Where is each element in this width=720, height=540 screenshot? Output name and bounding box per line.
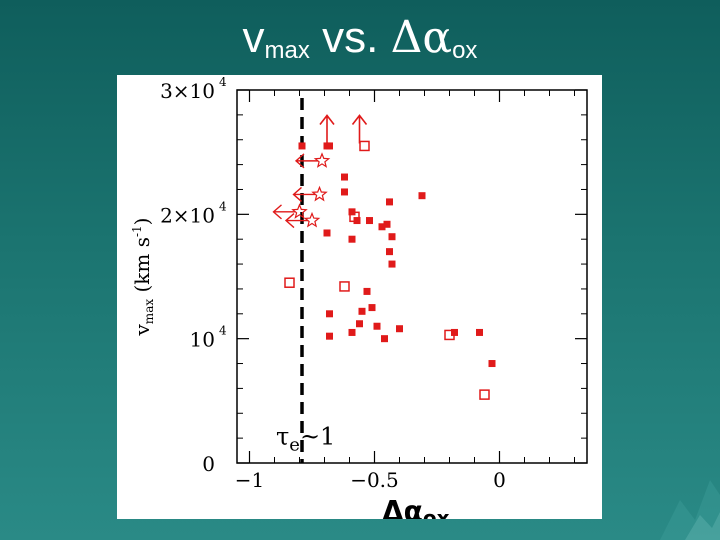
data-point-filled [386, 198, 393, 206]
data-point-filled [363, 287, 371, 295]
data-point-filled [488, 360, 496, 368]
data-point-filled [383, 220, 391, 228]
data-point-star [303, 211, 321, 228]
data-point-filled [356, 320, 363, 328]
data-point-filled [353, 217, 361, 225]
data-point-open [339, 281, 350, 292]
data-point-filled [358, 307, 366, 315]
x-tick-label: 0 [493, 468, 506, 492]
data-point-filled [348, 235, 356, 243]
y-tick-label: 2×10 [160, 203, 215, 227]
y-label-close: ) [130, 217, 154, 225]
data-point-star [313, 152, 331, 168]
y-tick-label: 0 [202, 452, 215, 476]
y-label-v: v [130, 324, 154, 337]
title-vs: vs. [309, 13, 391, 62]
y-tick-exponent: 4 [219, 75, 227, 89]
tau-approx: ~1 [300, 422, 335, 450]
y-label-units: (km s [130, 237, 154, 299]
data-point-filled [396, 325, 403, 333]
title-delta-alpha-subscript: ox [452, 37, 478, 64]
data-point-filled [366, 217, 373, 225]
data-point-filled [298, 142, 306, 150]
tau-subscript: e [289, 434, 300, 455]
plot-frame [236, 89, 588, 464]
slide-title: vmax vs. Δαox [0, 10, 720, 79]
x-tick-label: −1 [235, 468, 264, 492]
data-point-filled [326, 310, 333, 318]
chart-panel: 0 10 4 2×10 4 3×10 4 −1 −0.5 0 τe~1 Δαox vmax (km s-… [117, 75, 602, 519]
data-point-star [311, 185, 328, 202]
data-point-open [349, 211, 360, 223]
title-v-subscript: max [264, 37, 310, 64]
data-point-filled [368, 304, 376, 312]
tau-label: τe~1 [276, 422, 335, 455]
y-label-sub: max [142, 299, 156, 325]
data-point-filled [378, 223, 386, 231]
data-point-filled [326, 142, 333, 150]
y-tick-exponent: 4 [219, 324, 227, 338]
data-point-filled [373, 322, 381, 330]
data-point-open [444, 329, 455, 341]
data-point-left-arrow [292, 186, 316, 202]
data-point-filled [476, 328, 483, 336]
y-tick-label: 10 [190, 328, 215, 352]
data-point-open [359, 140, 370, 152]
x-axis-label: Δαox [382, 495, 450, 519]
data-point-filled [418, 192, 426, 200]
x-tick-label: −0.5 [350, 468, 399, 492]
data-point-left-arrow [294, 153, 318, 169]
data-point-filled [388, 260, 396, 268]
x-axis-label-sub: ox [423, 506, 450, 519]
corner-decoration [660, 480, 720, 540]
scatter-chart: 0 10 4 2×10 4 3×10 4 −1 −0.5 0 τe~1 Δαox vmax (km s-… [130, 75, 588, 519]
data-point-filled [381, 335, 388, 343]
data-point-open [284, 277, 295, 288]
data-point-filled [341, 173, 348, 181]
data-point-left-arrow [284, 213, 308, 229]
data-point-filled [341, 188, 348, 196]
data-point-open [479, 389, 490, 400]
data-point-filled [386, 248, 393, 256]
data-point-filled [348, 328, 356, 336]
y-tick-label: 3×10 [160, 79, 215, 103]
title-delta-alpha: Δα [390, 12, 453, 63]
data-point-left-arrow [272, 204, 296, 220]
data-point-star [291, 203, 308, 219]
y-axis-label: vmax (km s-1) [130, 217, 156, 336]
data-point-up-arrow [351, 114, 368, 144]
tau-symbol: τ [276, 422, 289, 450]
title-v: v [242, 13, 265, 62]
data-point-filled [388, 233, 396, 241]
data-point-up-arrow [319, 114, 335, 144]
x-axis-label-main: Δα [382, 495, 423, 519]
data-point-filled [326, 332, 333, 340]
y-tick-exponent: 4 [219, 199, 227, 213]
y-label-exp: -1 [130, 225, 144, 237]
data-point-filled [323, 229, 331, 237]
